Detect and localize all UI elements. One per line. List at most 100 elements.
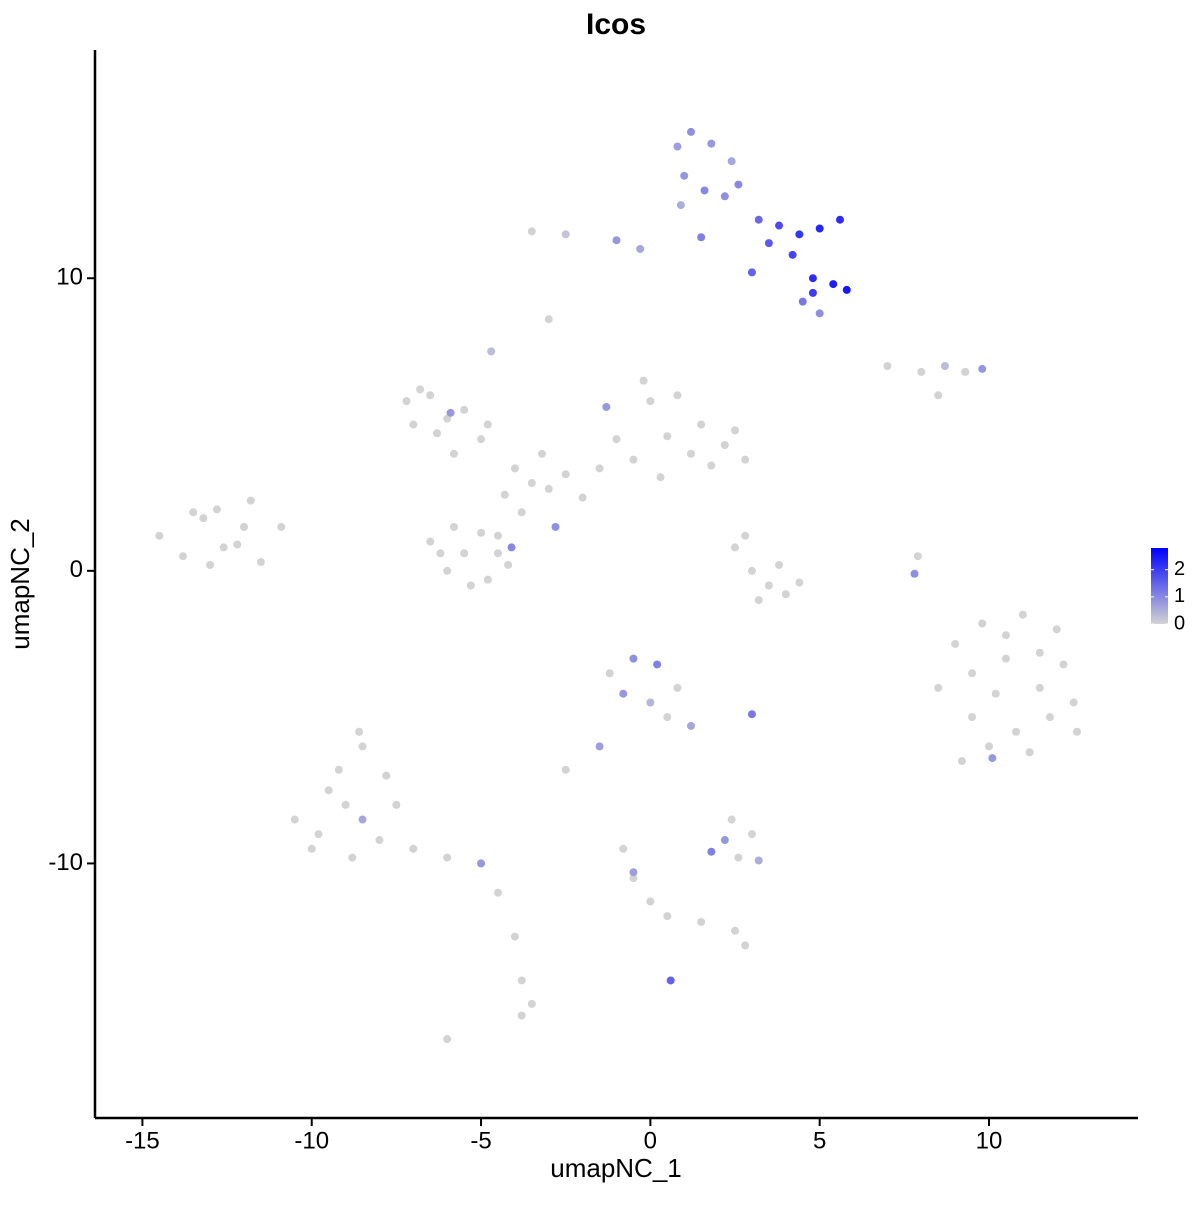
point bbox=[741, 531, 750, 540]
point bbox=[334, 765, 343, 774]
point bbox=[741, 455, 750, 464]
point bbox=[443, 566, 452, 575]
point bbox=[629, 455, 638, 464]
point bbox=[561, 230, 570, 239]
point bbox=[466, 581, 475, 590]
point bbox=[517, 976, 526, 985]
point bbox=[324, 786, 333, 795]
point bbox=[460, 405, 469, 414]
point bbox=[731, 426, 740, 435]
x-axis-label: umapNC_1 bbox=[550, 1153, 682, 1183]
point bbox=[477, 528, 486, 537]
point bbox=[957, 757, 966, 766]
point bbox=[544, 484, 553, 493]
point bbox=[951, 639, 960, 648]
point bbox=[968, 669, 977, 678]
point bbox=[961, 367, 970, 376]
point bbox=[697, 233, 706, 242]
point bbox=[358, 742, 367, 751]
point bbox=[934, 683, 943, 692]
point bbox=[788, 250, 797, 259]
point bbox=[493, 549, 502, 558]
point bbox=[314, 830, 323, 839]
point bbox=[1073, 727, 1082, 736]
point bbox=[527, 479, 536, 488]
point bbox=[798, 297, 807, 306]
point bbox=[754, 215, 763, 224]
point bbox=[985, 742, 993, 751]
point bbox=[517, 1011, 526, 1020]
point bbox=[1018, 610, 1027, 619]
point bbox=[663, 912, 672, 921]
point bbox=[483, 420, 492, 429]
point bbox=[256, 558, 265, 567]
point bbox=[1025, 748, 1034, 757]
point bbox=[416, 385, 425, 394]
point bbox=[697, 420, 706, 429]
point bbox=[443, 414, 452, 423]
chart-title: Icos bbox=[586, 8, 646, 41]
point bbox=[727, 815, 736, 824]
point bbox=[240, 522, 248, 531]
point bbox=[842, 285, 851, 294]
point bbox=[646, 397, 655, 406]
point bbox=[443, 1034, 452, 1043]
point bbox=[720, 836, 729, 845]
point bbox=[673, 683, 682, 692]
point bbox=[775, 221, 784, 230]
point bbox=[815, 309, 824, 318]
point bbox=[1035, 648, 1044, 657]
point bbox=[700, 186, 709, 195]
point bbox=[348, 853, 357, 862]
point bbox=[426, 537, 435, 546]
point bbox=[443, 853, 452, 862]
point bbox=[493, 888, 502, 897]
point bbox=[449, 449, 458, 458]
point bbox=[707, 139, 716, 148]
point bbox=[734, 853, 743, 862]
point bbox=[1001, 654, 1010, 663]
point bbox=[602, 402, 611, 411]
y-tick-label: 10 bbox=[56, 264, 83, 291]
point bbox=[358, 815, 367, 824]
point bbox=[1012, 727, 1021, 736]
point bbox=[781, 590, 790, 599]
point bbox=[477, 859, 486, 868]
point bbox=[1001, 631, 1010, 640]
point bbox=[829, 280, 838, 289]
point bbox=[940, 362, 949, 371]
point bbox=[1052, 625, 1061, 634]
point bbox=[836, 215, 844, 224]
point bbox=[1059, 660, 1068, 669]
point bbox=[988, 754, 997, 763]
point bbox=[460, 549, 469, 558]
point bbox=[639, 376, 648, 385]
colorbar-label: 1 bbox=[1174, 585, 1185, 607]
point bbox=[449, 522, 458, 531]
point bbox=[808, 274, 817, 283]
point bbox=[687, 449, 695, 458]
point bbox=[663, 713, 672, 722]
point bbox=[913, 552, 922, 561]
point bbox=[595, 742, 604, 751]
point bbox=[538, 449, 546, 458]
point bbox=[747, 830, 756, 839]
point bbox=[612, 236, 621, 245]
point bbox=[731, 926, 740, 935]
point bbox=[402, 397, 411, 406]
point bbox=[246, 496, 255, 505]
point bbox=[680, 171, 689, 180]
point bbox=[155, 531, 164, 540]
point bbox=[290, 815, 299, 824]
point bbox=[219, 543, 228, 552]
point bbox=[687, 127, 695, 136]
point bbox=[595, 464, 604, 473]
point bbox=[795, 230, 804, 239]
point bbox=[409, 844, 418, 853]
point bbox=[612, 435, 621, 444]
point bbox=[493, 531, 502, 540]
point bbox=[720, 192, 729, 201]
point bbox=[507, 543, 516, 552]
point bbox=[199, 514, 208, 523]
point bbox=[544, 315, 553, 324]
